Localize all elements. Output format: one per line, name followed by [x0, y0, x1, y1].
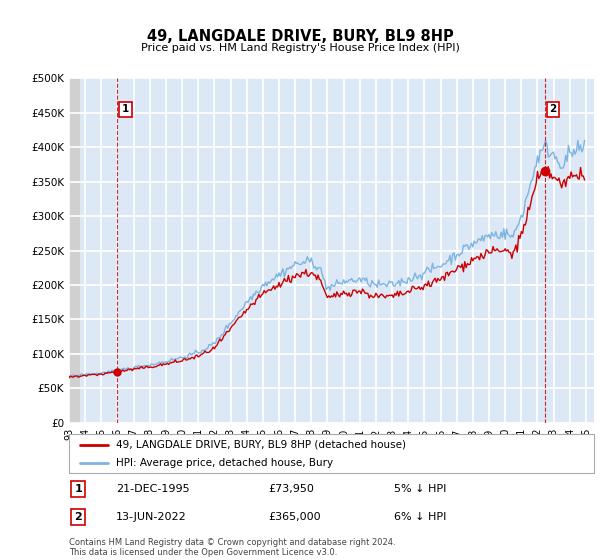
Text: £365,000: £365,000 [269, 512, 321, 522]
Bar [69, 78, 80, 423]
Text: HPI: Average price, detached house, Bury: HPI: Average price, detached house, Bury [116, 458, 334, 468]
Text: 1: 1 [74, 484, 82, 494]
Text: 1: 1 [122, 104, 129, 114]
Text: 2: 2 [74, 512, 82, 522]
Text: 13-JUN-2022: 13-JUN-2022 [116, 512, 187, 522]
Text: Price paid vs. HM Land Registry's House Price Index (HPI): Price paid vs. HM Land Registry's House … [140, 43, 460, 53]
Text: 49, LANGDALE DRIVE, BURY, BL9 8HP: 49, LANGDALE DRIVE, BURY, BL9 8HP [146, 29, 454, 44]
Text: 2: 2 [550, 104, 557, 114]
Text: 6% ↓ HPI: 6% ↓ HPI [395, 512, 447, 522]
Text: Contains HM Land Registry data © Crown copyright and database right 2024.
This d: Contains HM Land Registry data © Crown c… [69, 538, 395, 557]
Text: £73,950: £73,950 [269, 484, 314, 494]
Text: 21-DEC-1995: 21-DEC-1995 [116, 484, 190, 494]
Text: 5% ↓ HPI: 5% ↓ HPI [395, 484, 447, 494]
Text: 49, LANGDALE DRIVE, BURY, BL9 8HP (detached house): 49, LANGDALE DRIVE, BURY, BL9 8HP (detac… [116, 440, 406, 450]
